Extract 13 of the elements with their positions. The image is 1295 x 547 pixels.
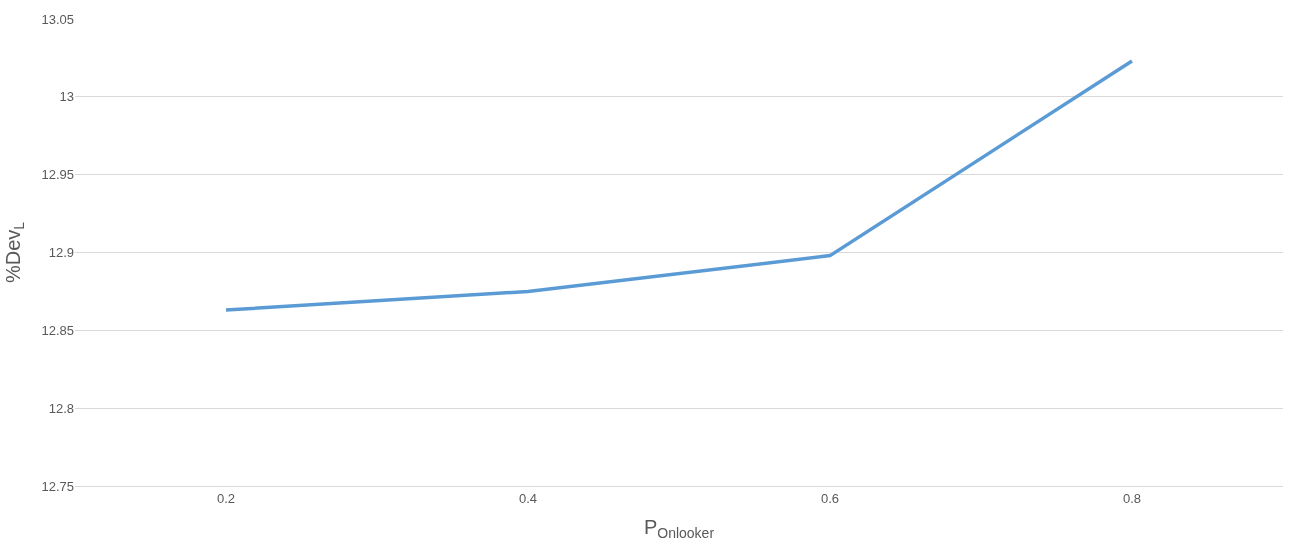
x-tick-label: 0.6 xyxy=(820,490,840,506)
x-tick-label: 0.4 xyxy=(518,490,538,506)
y-tick-label: 12.85 xyxy=(41,322,74,338)
y-tick-label: 12.8 xyxy=(48,400,74,416)
x-axis-title: P$_{Onlooker}$ xyxy=(643,516,715,542)
x-tick-label: 0.8 xyxy=(1122,490,1142,506)
y-tick-label: 12.95 xyxy=(41,167,74,183)
x-tick-label: 0.2 xyxy=(216,490,236,506)
line-series xyxy=(224,59,1134,312)
y-tick-label: 13 xyxy=(59,89,74,105)
y-tick-label: 12.75 xyxy=(41,478,74,494)
y-tick-label: 12.9 xyxy=(48,245,74,261)
y-tick-label: 13.05 xyxy=(41,11,74,27)
